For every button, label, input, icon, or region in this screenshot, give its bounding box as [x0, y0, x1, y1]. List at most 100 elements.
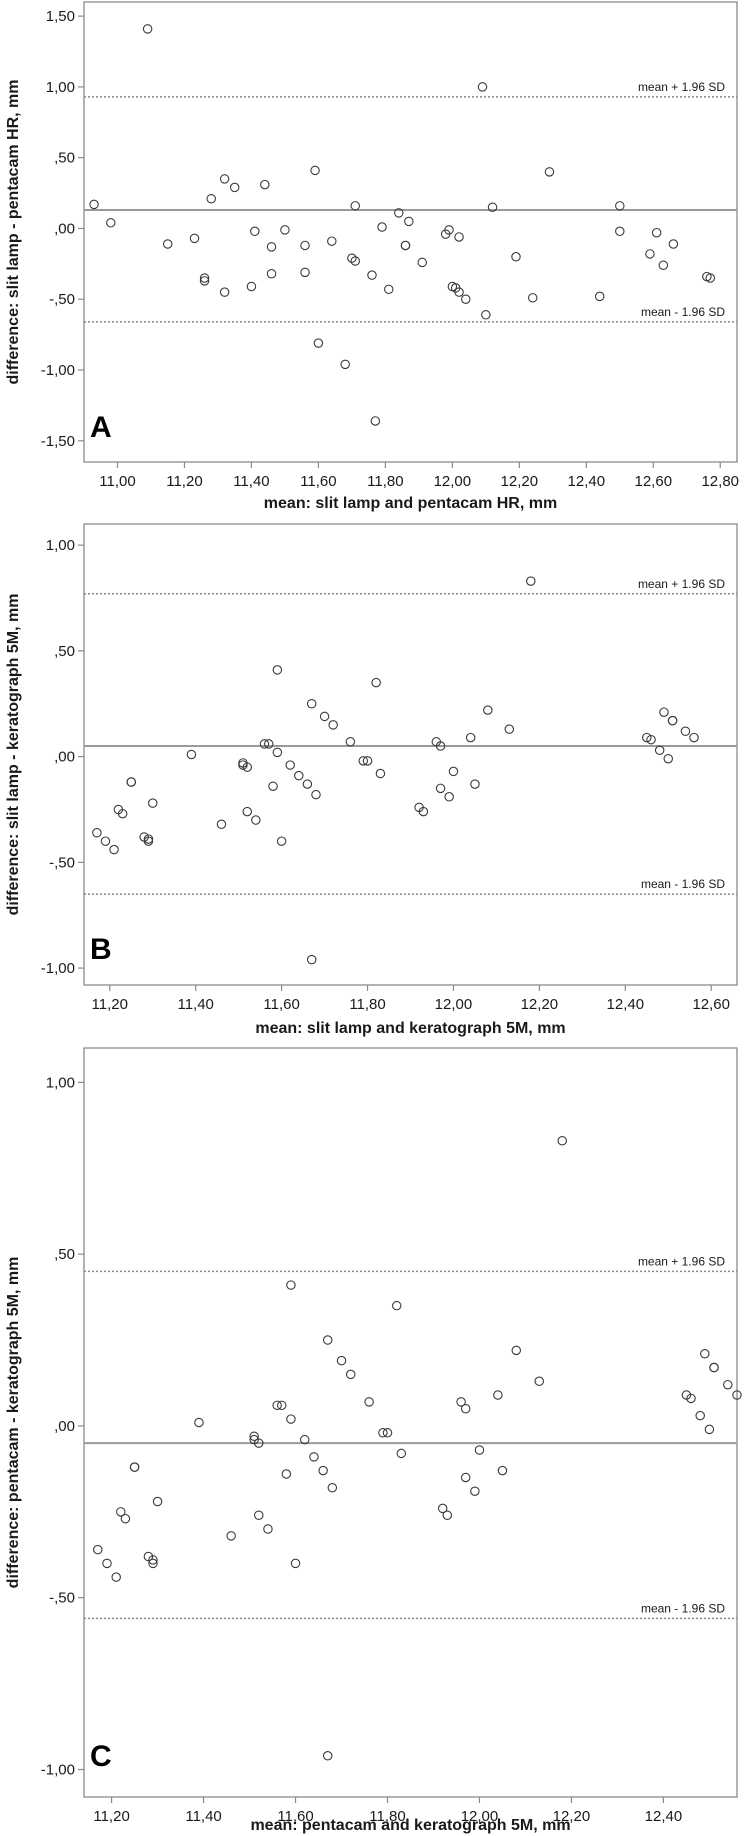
data-point	[280, 225, 290, 235]
data-point	[658, 260, 669, 271]
data-point	[109, 844, 119, 855]
data-point	[651, 227, 662, 238]
x-axis-title: mean: slit lamp and pentacam HR, mm	[264, 495, 557, 512]
data-point	[375, 768, 386, 779]
data-point	[272, 665, 283, 675]
data-point	[226, 1531, 236, 1541]
data-point	[358, 756, 368, 766]
data-point	[300, 240, 310, 251]
data-point	[382, 1428, 393, 1438]
data-point	[290, 1558, 301, 1569]
data-point	[242, 806, 253, 817]
data-point	[299, 1434, 310, 1445]
data-point	[481, 310, 491, 320]
data-point	[689, 732, 699, 743]
data-point	[276, 1400, 287, 1411]
data-point	[206, 193, 217, 204]
data-point	[667, 715, 678, 726]
data-point	[418, 806, 429, 817]
data-point	[219, 174, 230, 184]
data-point	[310, 165, 320, 176]
data-point	[327, 236, 337, 246]
x-tick-label: 12,20	[521, 996, 559, 1013]
data-point	[263, 739, 274, 749]
x-tick-label: 11,40	[185, 1808, 221, 1825]
data-point	[347, 253, 357, 263]
data-point	[253, 1510, 264, 1521]
data-point	[143, 836, 154, 846]
data-point	[444, 792, 454, 802]
data-point	[142, 24, 153, 34]
data-point	[378, 1428, 388, 1438]
data-point	[527, 293, 538, 303]
data-point	[700, 1349, 710, 1359]
data-point	[364, 1397, 374, 1407]
data-point	[460, 1404, 471, 1414]
data-point	[199, 276, 210, 286]
x-axis-title: mean: slit lamp and keratograph 5M, mm	[255, 1020, 565, 1037]
data-point	[106, 218, 116, 228]
data-point	[313, 338, 324, 348]
data-point	[249, 1431, 259, 1441]
data-point	[646, 734, 656, 745]
data-point	[100, 836, 111, 846]
data-point	[286, 1414, 296, 1424]
data-point	[615, 201, 625, 211]
data-point	[302, 779, 313, 789]
data-point	[391, 1300, 402, 1311]
panel-a: 1,50 1,00 ,50 ,00 -,50 -1,00 -1,50 11,00 11,20 11…	[5, 1, 739, 512]
data-point	[147, 798, 158, 808]
data-point	[266, 269, 277, 279]
data-point	[645, 249, 655, 259]
data-point	[511, 1345, 522, 1356]
data-point	[435, 741, 446, 751]
data-point	[456, 1397, 466, 1407]
upper-limit-label: mean + 1.96 SD	[638, 577, 725, 591]
data-point	[686, 1393, 696, 1404]
data-point	[557, 1136, 568, 1146]
y-axis-title: difference: slit lamp - keratograph 5M, …	[5, 594, 22, 916]
panel-letter: B	[90, 933, 112, 966]
data-point	[383, 284, 394, 295]
lower-limit-label: mean - 1.96 SD	[641, 1601, 725, 1615]
x-tick-label: 11,60	[263, 996, 299, 1013]
data-point	[345, 737, 356, 747]
data-point	[470, 1486, 480, 1496]
x-tick-label: 11,20	[166, 473, 202, 490]
data-point	[219, 287, 230, 297]
y-tick-label: -1,00	[41, 960, 75, 977]
upper-limit-label: mean + 1.96 SD	[638, 1254, 725, 1268]
data-point	[454, 287, 464, 297]
data-point	[276, 836, 287, 846]
data-point	[294, 770, 304, 781]
data-point	[461, 294, 471, 304]
plot-frame	[83, 1, 738, 463]
data-point	[309, 1452, 319, 1462]
x-tick-label: 11,20	[92, 996, 128, 1013]
x-tick-label: 12,60	[692, 996, 730, 1013]
data-point	[300, 267, 310, 278]
data-point	[259, 739, 270, 749]
data-point	[695, 1410, 705, 1421]
data-point	[400, 240, 411, 251]
y-tick-label: ,00	[54, 1418, 75, 1435]
x-tick-label: 12,00	[461, 1808, 499, 1825]
data-point	[470, 779, 480, 789]
x-tick-label: 11,80	[349, 996, 385, 1013]
data-point	[487, 202, 498, 212]
data-point	[250, 226, 260, 237]
x-tick-label: 11,20	[93, 1808, 129, 1825]
data-point	[260, 179, 270, 190]
x-tick-label: 11,60	[277, 1808, 313, 1825]
panel-b: 1,00 ,50 ,00 -,50 -1,00 11,20 11,40 11,60 11,80 1…	[5, 523, 738, 1037]
y-tick-label: ,50	[54, 1246, 75, 1263]
lower-limit-label: mean - 1.96 SD	[641, 305, 725, 319]
data-point	[285, 760, 295, 770]
data-point	[189, 233, 200, 244]
data-point	[435, 783, 446, 794]
data-point	[281, 1469, 292, 1479]
data-point	[534, 1376, 545, 1387]
data-point	[340, 359, 350, 370]
data-point	[246, 281, 257, 292]
data-point	[497, 1465, 508, 1476]
